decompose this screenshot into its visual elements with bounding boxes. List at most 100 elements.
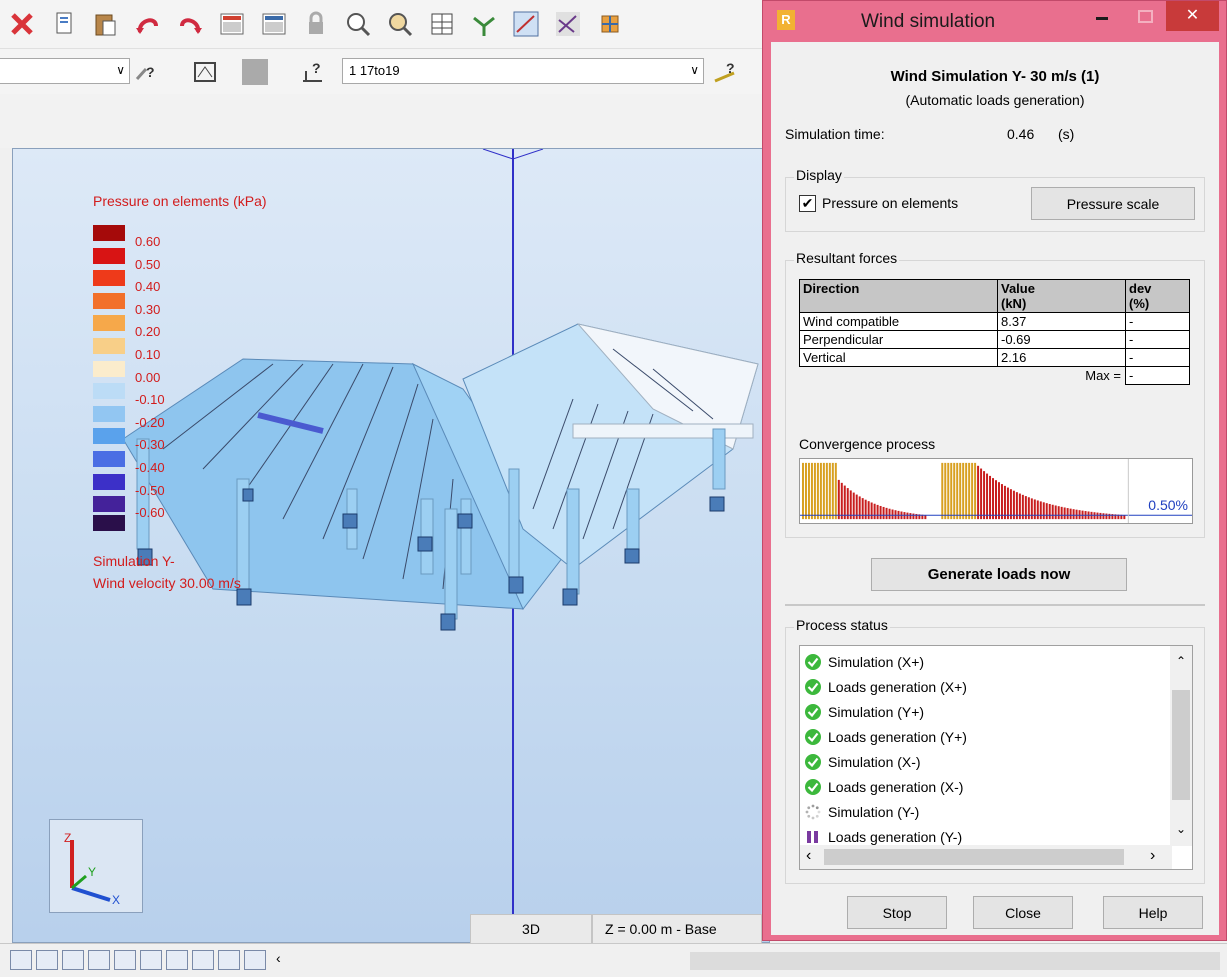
horizontal-scrollbar[interactable]: ‹ › — [800, 845, 1172, 869]
help-button[interactable]: Help — [1103, 896, 1203, 929]
convergence-bar — [950, 462, 953, 520]
scrollbar-thumb[interactable] — [824, 849, 1124, 865]
support-icon[interactable] — [88, 950, 110, 970]
convergence-bar — [1039, 501, 1042, 520]
loads-icon[interactable] — [468, 8, 500, 40]
scroll-left-icon[interactable]: ‹ — [276, 950, 281, 966]
results-icon[interactable] — [552, 8, 584, 40]
legend-swatch — [93, 428, 125, 445]
load-case-help-icon[interactable]: ? — [300, 59, 326, 85]
grid-icon[interactable] — [244, 950, 266, 970]
material-icon[interactable] — [192, 950, 214, 970]
zoom-icon[interactable] — [342, 8, 374, 40]
check-circle-icon — [804, 678, 822, 696]
convergence-bar — [828, 462, 831, 520]
undo-icon[interactable] — [132, 8, 164, 40]
load-icon[interactable] — [114, 950, 136, 970]
delete-icon[interactable] — [6, 8, 38, 40]
legend-swatch — [93, 496, 125, 513]
secondary-toolbar: ∨ ? ? 1 17to19 ∨ ? — [0, 48, 770, 94]
copy-icon[interactable] — [48, 8, 80, 40]
legend-value: -0.30 — [135, 437, 165, 453]
dialog-body: Wind Simulation Y- 30 m/s (1) (Automatic… — [771, 42, 1219, 935]
dialog-titlebar[interactable]: R Wind simulation ✕ — [763, 1, 1226, 42]
close-button[interactable]: Close — [973, 896, 1073, 929]
select-bar-icon[interactable] — [36, 950, 58, 970]
convergence-bar — [843, 485, 846, 520]
convergence-bar — [1051, 504, 1054, 520]
select-node-icon[interactable] — [10, 950, 32, 970]
convergence-bar — [861, 498, 864, 520]
pressure-checkbox-label[interactable]: Pressure on elements — [822, 195, 959, 211]
generate-loads-button[interactable]: Generate loads now — [871, 558, 1127, 591]
floor-combo[interactable]: ∨ — [0, 58, 130, 84]
scroll-right-icon[interactable]: › — [1150, 847, 1156, 864]
convergence-bar — [921, 514, 924, 520]
convergence-bar — [1030, 498, 1033, 520]
pressure-checkbox[interactable]: ✔ — [799, 195, 816, 212]
calculator2-icon[interactable] — [258, 8, 290, 40]
separator — [785, 604, 1205, 606]
convergence-bar — [1099, 512, 1102, 520]
check-circle-icon — [804, 753, 822, 771]
zoom-extents-icon[interactable] — [384, 8, 416, 40]
convergence-bar — [1114, 514, 1117, 520]
convergence-bar — [965, 462, 968, 520]
close-icon[interactable]: ✕ — [1166, 1, 1219, 31]
analysis-icon[interactable] — [510, 8, 542, 40]
table-view-icon[interactable] — [426, 8, 458, 40]
vertical-scrollbar[interactable]: ⌃ ⌄ — [1170, 646, 1192, 846]
convergence-bar — [1057, 506, 1060, 520]
wrench-help-icon[interactable]: ? — [132, 59, 158, 85]
lock-icon[interactable] — [300, 8, 332, 40]
diagram-help-icon[interactable]: ? — [712, 59, 738, 85]
svg-text:Y: Y — [88, 865, 96, 879]
frame-icon[interactable] — [192, 59, 218, 85]
svg-text:?: ? — [146, 64, 155, 80]
convergence-bar — [1096, 512, 1099, 520]
load-case-combo[interactable]: 1 17to19 ∨ — [342, 58, 704, 84]
level-indicator[interactable]: Z = 0.00 m - Base — [592, 914, 762, 944]
process-item-label: Loads generation (X+) — [828, 679, 967, 695]
scrollbar-thumb[interactable] — [1172, 690, 1190, 800]
status-scrollbar[interactable] — [690, 952, 1220, 970]
slab-icon[interactable] — [166, 950, 188, 970]
scroll-left-icon[interactable]: ‹ — [806, 847, 812, 864]
convergence-bar — [1012, 490, 1015, 520]
display-group-label: Display — [794, 167, 844, 183]
redo-icon[interactable] — [174, 8, 206, 40]
scroll-down-icon[interactable]: ⌄ — [1176, 822, 1187, 836]
convergence-bar — [992, 478, 995, 520]
scroll-up-icon[interactable]: ⌃ — [1176, 654, 1187, 668]
convergence-bar — [1021, 494, 1024, 520]
convergence-bar — [807, 462, 810, 520]
paste-icon[interactable] — [90, 8, 122, 40]
minimize-icon[interactable] — [1090, 7, 1116, 31]
gray-icon[interactable] — [242, 59, 268, 85]
numbering-icon[interactable] — [218, 950, 240, 970]
pressure-scale-button[interactable]: Pressure scale — [1031, 187, 1195, 220]
section-icon[interactable] — [140, 950, 162, 970]
convergence-bar — [1024, 496, 1027, 520]
calculator-icon[interactable] — [216, 8, 248, 40]
resultant-forces-label: Resultant forces — [794, 250, 900, 266]
select-panel-icon[interactable] — [62, 950, 84, 970]
simulation-heading: Wind Simulation Y- 30 m/s (1) — [890, 68, 1100, 85]
structure-icon[interactable] — [594, 8, 626, 40]
legend-value: 0.50 — [135, 256, 161, 272]
load-case-value: 1 17to19 — [349, 63, 400, 78]
cell-value: 2.16 — [997, 348, 1126, 367]
convergence-bar — [1018, 493, 1021, 520]
3d-viewport[interactable]: Pressure on elements (kPa) 0.60 0.50 0.40 0… — [12, 148, 770, 943]
maximize-icon[interactable] — [1133, 7, 1159, 31]
structure-model — [122, 149, 759, 942]
convergence-bar — [1000, 484, 1003, 520]
process-status-list[interactable]: Simulation (X+) Loads generation (X+) Simu… — [799, 645, 1193, 870]
convergence-bar — [1036, 500, 1039, 520]
stop-button[interactable]: Stop — [847, 896, 947, 929]
convergence-bar — [906, 512, 909, 520]
legend-value: 0.60 — [135, 234, 161, 249]
tab-3d[interactable]: 3D — [470, 914, 592, 944]
convergence-bar — [891, 509, 894, 520]
convergence-bar — [912, 513, 915, 520]
